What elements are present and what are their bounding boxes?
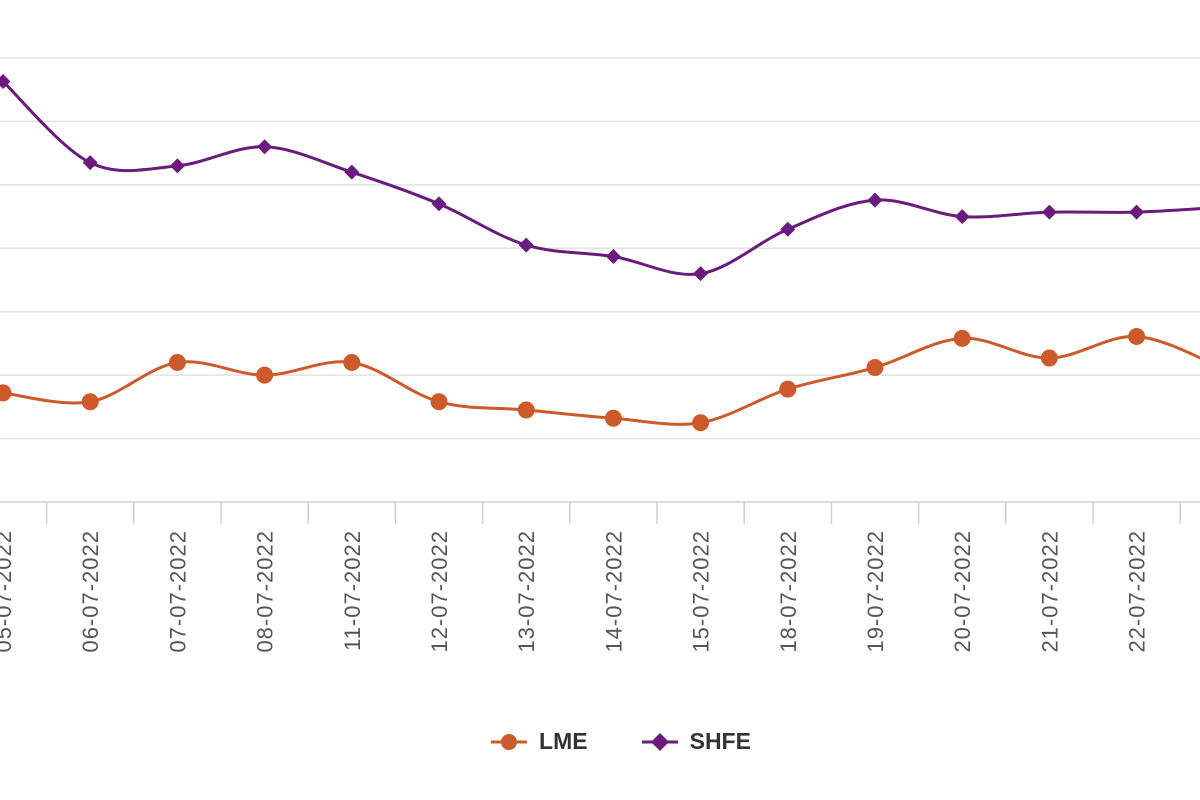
legend-label-lme: LME xyxy=(539,728,588,754)
series-shfe xyxy=(0,73,1200,282)
series-lme-point[interactable] xyxy=(430,393,448,411)
series-shfe-line xyxy=(1,80,1200,276)
series-shfe-point[interactable] xyxy=(693,266,709,282)
x-tick-label: 11-07-2022 xyxy=(340,530,365,651)
legend-item-shfe[interactable]: SHFE xyxy=(640,728,751,755)
series-shfe-point[interactable] xyxy=(431,196,447,212)
x-tick-label: 19-07-2022 xyxy=(863,530,888,653)
x-tick-label: 15-07-2022 xyxy=(689,530,714,653)
series-shfe-point[interactable] xyxy=(82,155,98,171)
legend-label-shfe: SHFE xyxy=(689,728,751,754)
grid xyxy=(0,57,1200,440)
x-tick-label: 07-07-2022 xyxy=(165,530,190,653)
series-lme-point[interactable] xyxy=(256,366,274,384)
x-axis: 05-07-2022 06-07-2022 07-07-2022 08-07-2022… xyxy=(0,501,1200,653)
series-lme-point[interactable] xyxy=(604,409,622,427)
x-tick-label: 13-07-2022 xyxy=(514,530,539,653)
series-shfe-point[interactable] xyxy=(867,192,883,208)
series-lme-point[interactable] xyxy=(517,401,535,419)
series-shfe-point[interactable] xyxy=(344,164,360,180)
series-lme-point[interactable] xyxy=(0,384,12,402)
x-tick-label: 12-07-2022 xyxy=(427,530,452,653)
series-shfe-point[interactable] xyxy=(605,249,621,265)
series-shfe-point[interactable] xyxy=(257,139,273,155)
series-lme-point[interactable] xyxy=(343,353,361,371)
series-lme-point[interactable] xyxy=(1128,327,1146,345)
legend-shfe-marker-icon xyxy=(641,732,678,751)
x-tick-label: 18-07-2022 xyxy=(776,530,801,653)
legend: LME SHFE xyxy=(0,728,1200,755)
series-lme-point[interactable] xyxy=(168,353,186,371)
series-shfe-point[interactable] xyxy=(780,221,796,237)
series-lme xyxy=(0,327,1200,432)
series-shfe-point[interactable] xyxy=(518,237,534,253)
legend-item-lme[interactable]: LME xyxy=(489,728,588,755)
series-shfe-point[interactable] xyxy=(0,73,11,89)
x-tick-label: 08-07-2022 xyxy=(253,530,278,653)
series-lme-point[interactable] xyxy=(81,393,99,411)
line-chart: 05-07-2022 06-07-2022 07-07-2022 08-07-2022… xyxy=(0,57,1200,653)
legend-lme-marker-icon xyxy=(491,733,528,750)
series-lme-point[interactable] xyxy=(1040,349,1058,367)
series-lme-point[interactable] xyxy=(953,329,971,347)
series-lme-point[interactable] xyxy=(779,380,797,398)
series-layer xyxy=(0,73,1200,432)
x-tick-label: 22-07-2022 xyxy=(1125,530,1150,653)
series-shfe-point[interactable] xyxy=(169,158,185,174)
x-tick-label: 20-07-2022 xyxy=(950,530,975,653)
x-tick-label: 06-07-2022 xyxy=(78,530,103,653)
series-shfe-point[interactable] xyxy=(954,209,970,225)
x-tick-label: 21-07-2022 xyxy=(1037,530,1062,653)
x-tick-label: 14-07-2022 xyxy=(601,530,626,653)
series-lme-point[interactable] xyxy=(866,359,884,377)
series-shfe-point[interactable] xyxy=(1129,204,1145,220)
series-lme-point[interactable] xyxy=(692,414,710,432)
series-lme-line xyxy=(2,334,1200,426)
series-shfe-point[interactable] xyxy=(1041,204,1057,220)
x-tick-label: 05-07-2022 xyxy=(0,530,16,653)
